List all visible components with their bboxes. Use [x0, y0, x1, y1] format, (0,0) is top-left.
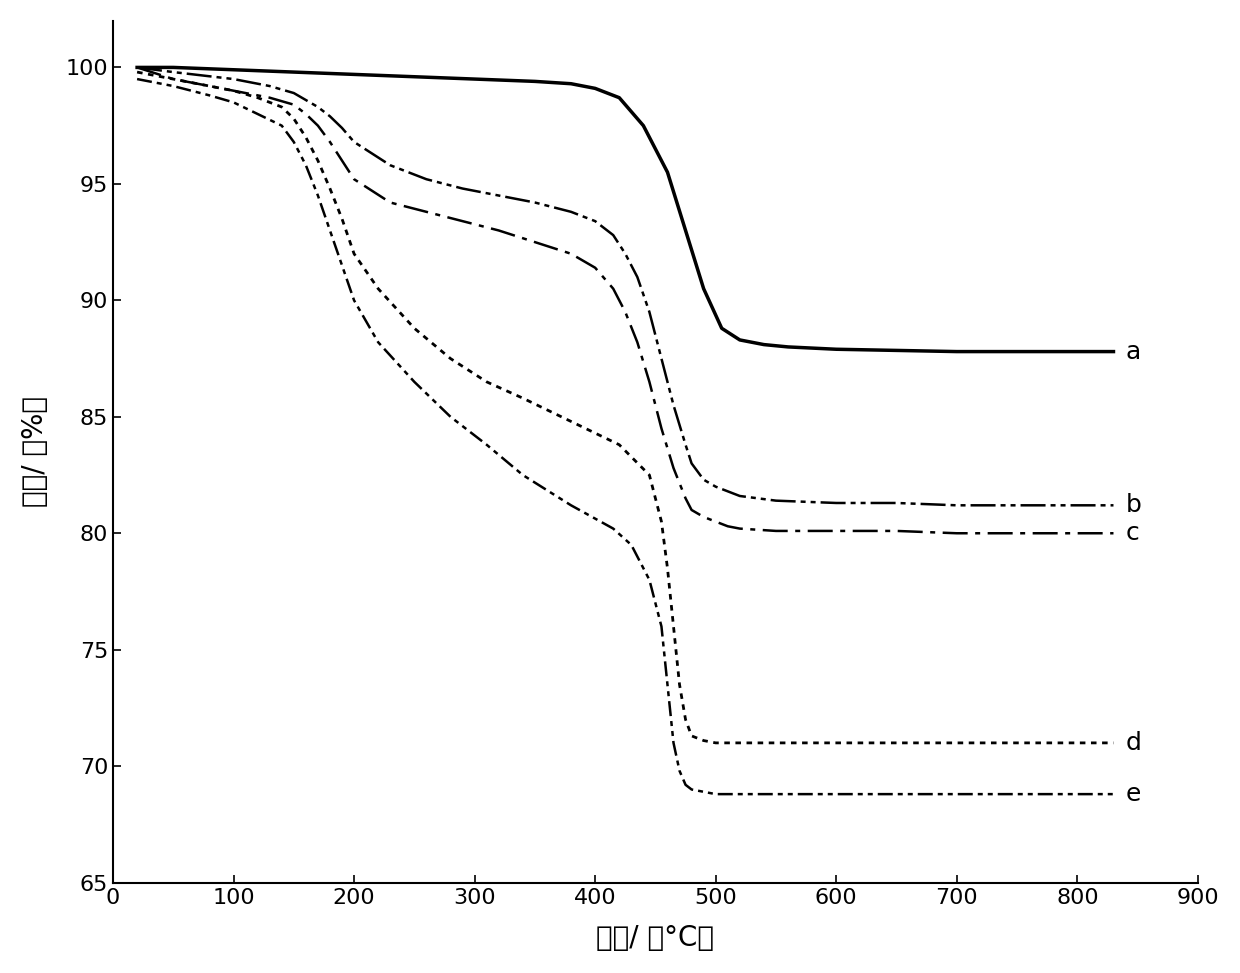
Text: b: b [1126, 493, 1141, 518]
X-axis label: 温度/ （°C）: 温度/ （°C） [596, 924, 714, 953]
Text: e: e [1126, 782, 1141, 806]
Text: c: c [1126, 522, 1140, 545]
Y-axis label: 残重/ （%）: 残重/ （%） [21, 396, 48, 507]
Text: d: d [1126, 731, 1141, 755]
Text: a: a [1126, 340, 1141, 364]
